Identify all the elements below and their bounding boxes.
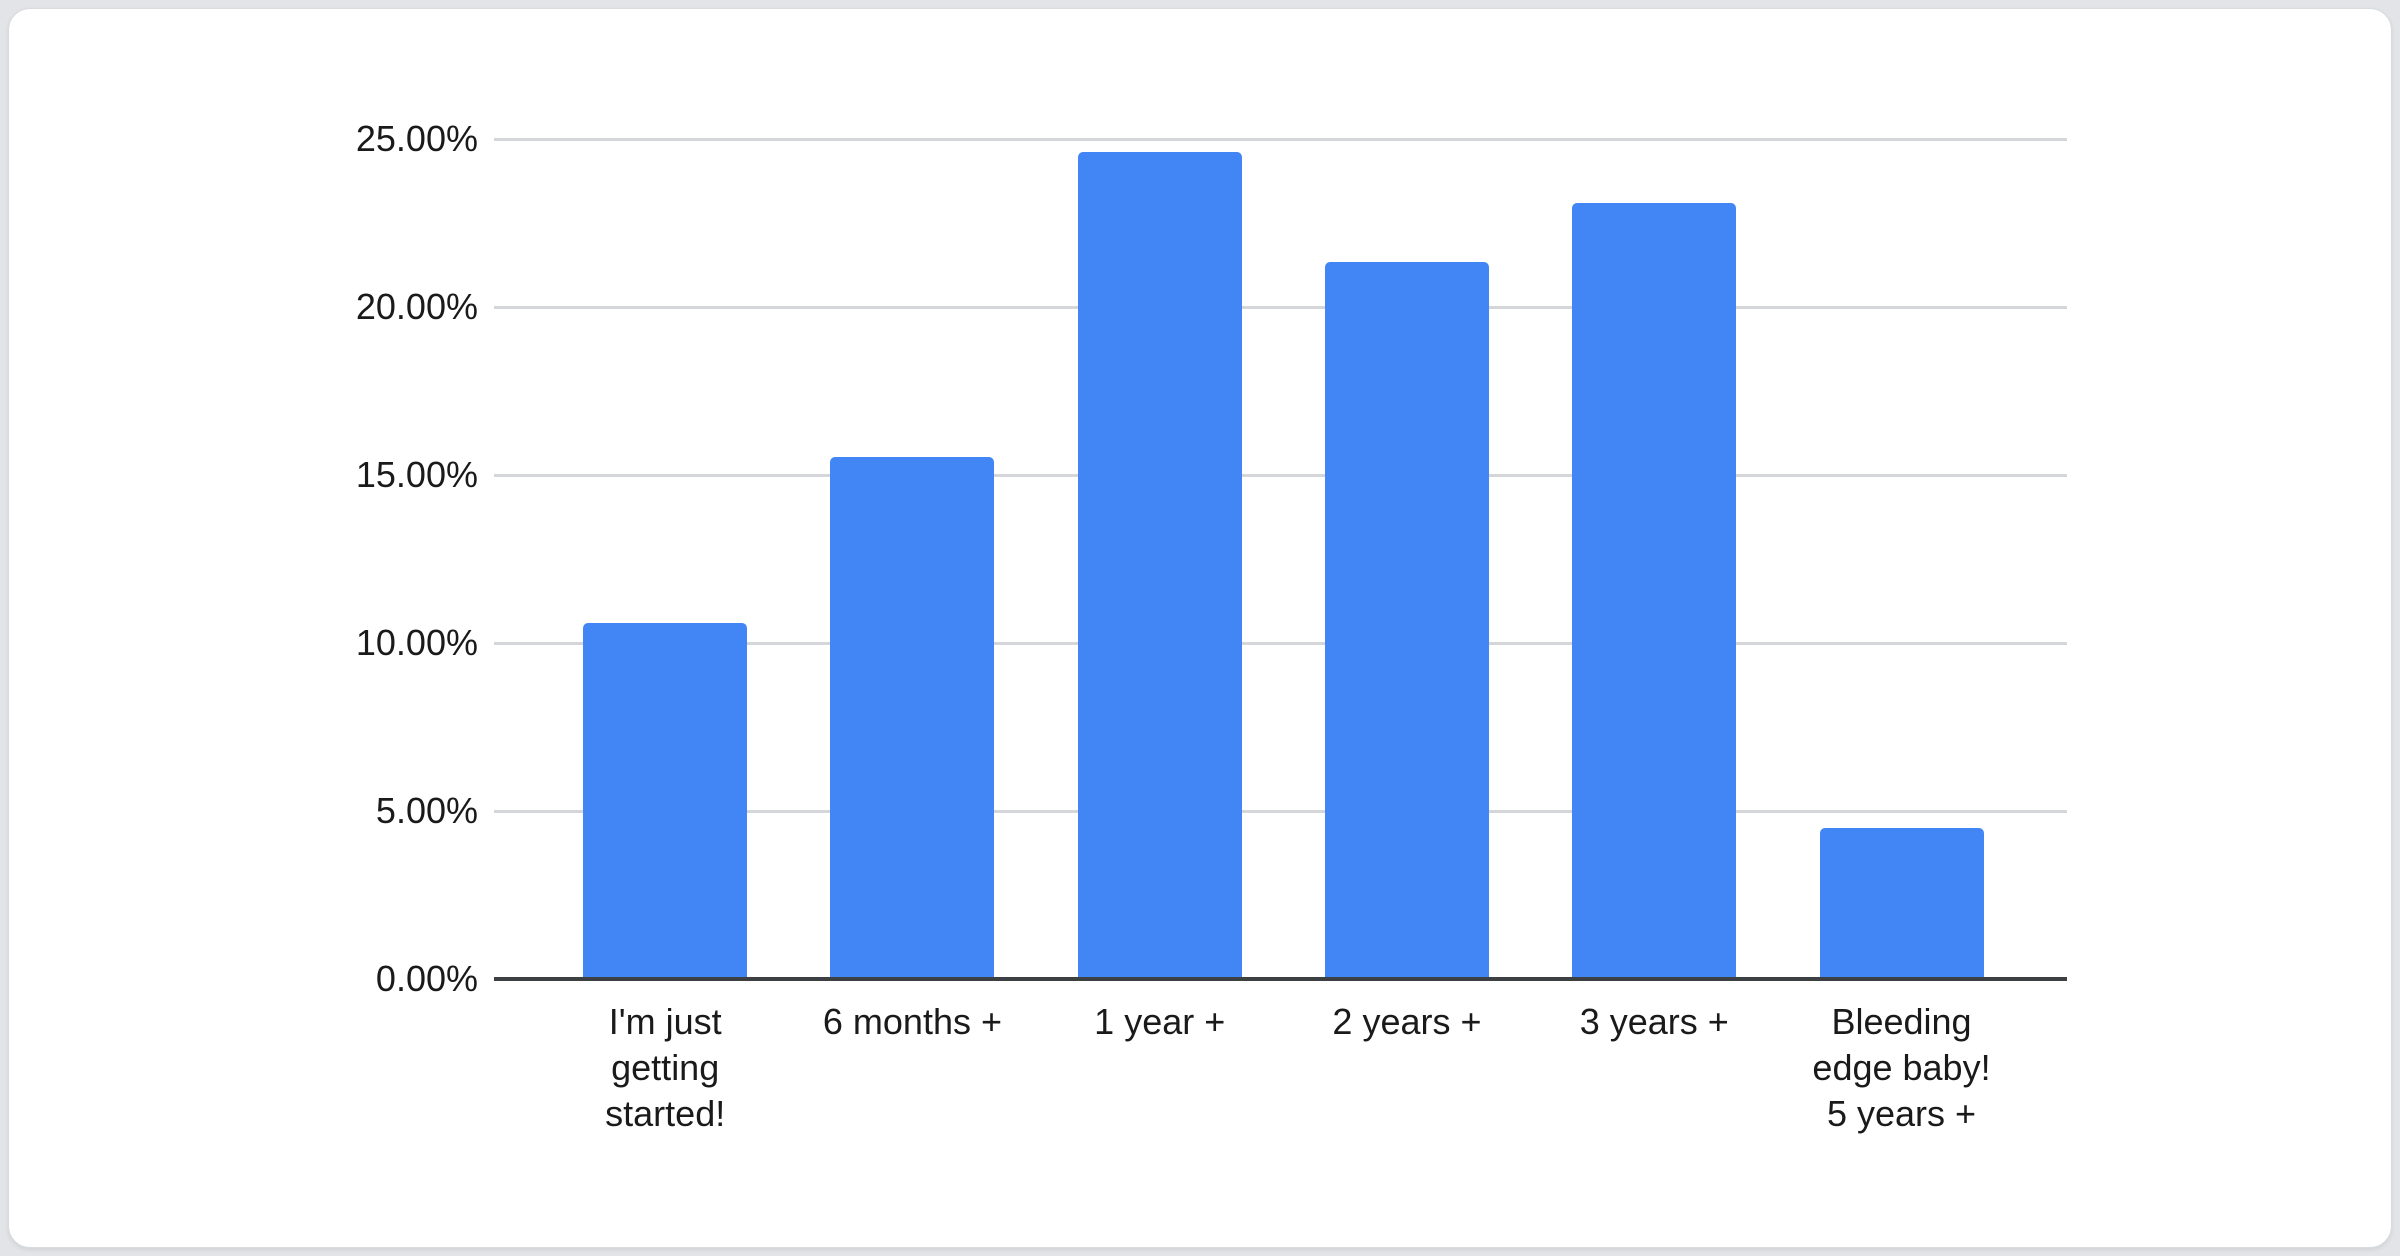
x-axis-category-label: 6 months + xyxy=(822,1001,1002,1042)
bar-6[interactable] xyxy=(1819,827,1984,979)
gridline xyxy=(494,809,2067,813)
x-axis-category-label: 3 years + xyxy=(1579,1001,1729,1042)
x-axis-category-label: 2 years + xyxy=(1332,1001,1482,1042)
gridline xyxy=(494,473,2067,477)
y-axis-tick-label: 5.00% xyxy=(375,790,478,831)
gridline xyxy=(494,305,2067,309)
y-axis-tick-label: 25.00% xyxy=(355,118,478,159)
y-axis-tick-label: 0.00% xyxy=(375,958,478,999)
bar-5[interactable] xyxy=(1572,202,1737,979)
bar-3[interactable] xyxy=(1077,152,1242,979)
y-axis-tick-label: 10.00% xyxy=(355,622,478,663)
bar-2[interactable] xyxy=(830,456,995,979)
x-axis-line xyxy=(494,977,2067,981)
y-axis-tick-label: 15.00% xyxy=(355,454,478,495)
gridline xyxy=(494,641,2067,645)
y-axis-tick-label: 20.00% xyxy=(355,286,478,327)
x-axis-category-label: I'm just getting started! xyxy=(605,1001,726,1134)
bar-4[interactable] xyxy=(1324,261,1489,979)
x-axis-category-label: 1 year + xyxy=(1094,1001,1226,1042)
gridline xyxy=(494,137,2067,141)
bar-1[interactable] xyxy=(583,622,748,979)
x-axis-category-label: Bleeding edge baby! 5 years + xyxy=(1812,1001,1991,1134)
